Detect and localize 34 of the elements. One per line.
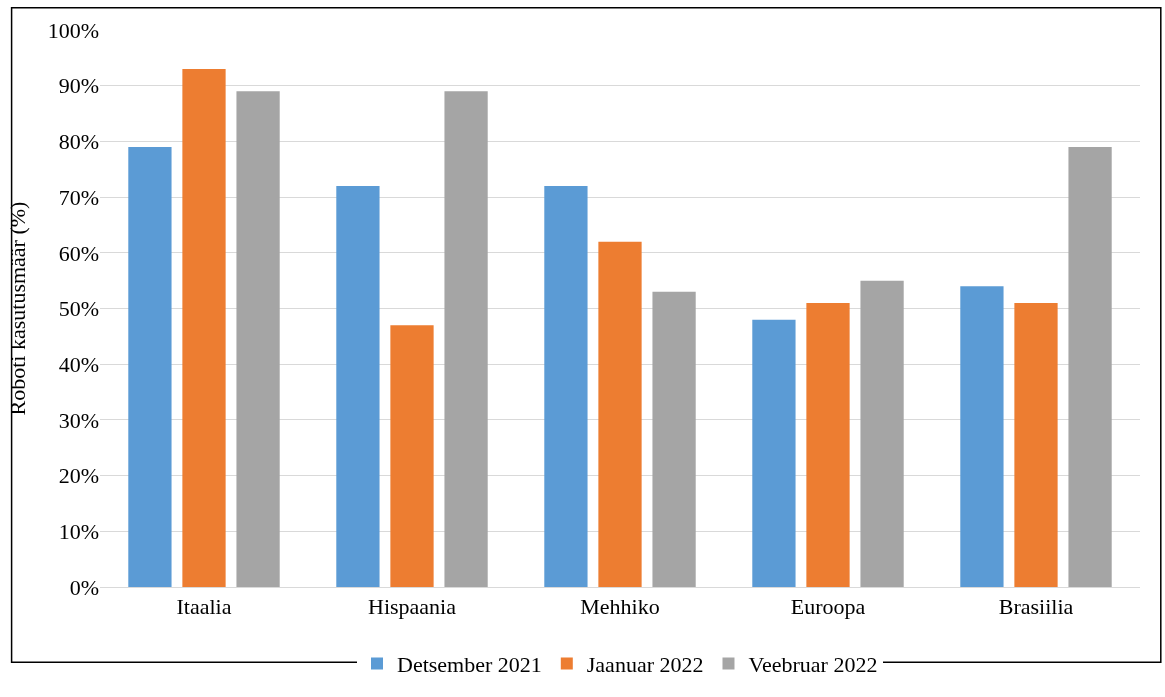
bar <box>236 91 280 587</box>
bar <box>1068 146 1112 587</box>
bar <box>336 185 380 587</box>
y-tick-label: 70% <box>58 184 99 210</box>
bar <box>598 241 642 587</box>
y-tick-label: 50% <box>58 296 99 322</box>
bar <box>860 280 904 587</box>
y-tick-label: 60% <box>58 240 99 266</box>
bar <box>652 291 696 587</box>
bar <box>128 146 172 587</box>
y-tick-label: 100% <box>47 17 99 43</box>
bar <box>806 302 850 587</box>
x-tick-label: Mehhiko <box>580 594 660 620</box>
bar <box>444 91 488 587</box>
bar <box>752 319 796 587</box>
legend-label: Jaanuar 2022 <box>586 652 704 678</box>
legend-label: Veebruar 2022 <box>748 652 878 678</box>
x-tick-label: Euroopa <box>790 594 866 620</box>
x-tick-label: Brasiilia <box>998 594 1074 620</box>
y-tick-label: 10% <box>58 519 99 544</box>
y-tick-label: 30% <box>58 407 99 433</box>
bar <box>1014 302 1058 587</box>
bar <box>182 68 226 587</box>
legend-label: Detsember 2021 <box>397 652 542 678</box>
x-tick-label: Hispaania <box>368 594 457 620</box>
bar <box>390 325 434 587</box>
bar <box>960 286 1004 587</box>
y-tick-label: 40% <box>58 351 99 377</box>
y-tick-label: 20% <box>58 463 99 489</box>
y-tick-label: 90% <box>58 73 99 99</box>
x-tick-label: Itaalia <box>176 594 232 620</box>
bar <box>544 185 588 587</box>
y-tick-label: 0% <box>69 574 99 600</box>
y-tick-label: 80% <box>58 129 99 155</box>
